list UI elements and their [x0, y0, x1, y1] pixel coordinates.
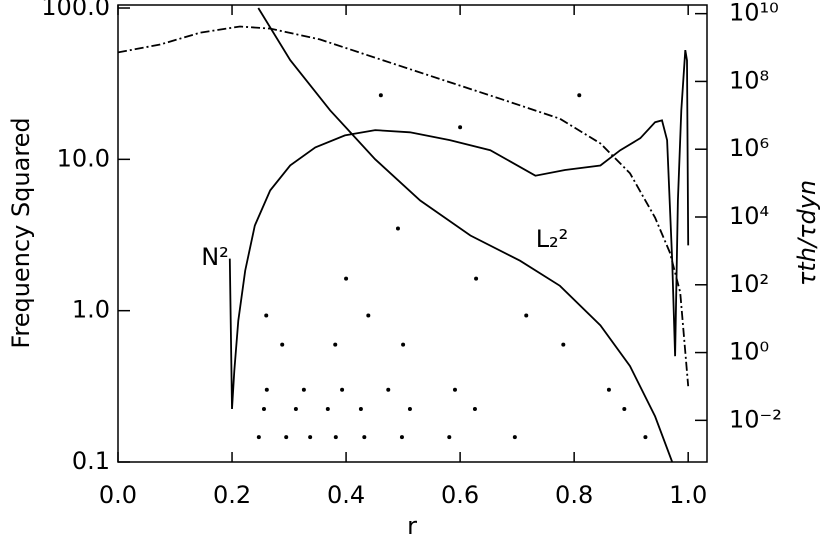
series-line — [228, 49, 690, 410]
plot-area — [118, 7, 690, 462]
plot-frame — [117, 4, 708, 463]
point — [407, 406, 412, 411]
point — [458, 125, 463, 130]
point — [386, 387, 391, 392]
point — [622, 406, 627, 411]
point — [524, 313, 529, 318]
y-tick-label: 100.0 — [41, 0, 110, 21]
point — [284, 435, 289, 440]
y-tick-label: 0.1 — [72, 447, 110, 475]
point — [447, 435, 452, 440]
point — [280, 342, 285, 347]
point — [366, 313, 371, 318]
point — [512, 435, 517, 440]
point — [301, 387, 306, 392]
x-tick-label: 1.0 — [669, 481, 707, 509]
point — [474, 276, 479, 281]
y2-tick-label: 10⁰ — [729, 338, 769, 366]
point — [362, 435, 367, 440]
point — [399, 435, 404, 440]
y2-tick-label: 10⁶ — [729, 134, 769, 162]
point — [325, 406, 330, 411]
x-axis-label: r — [407, 512, 417, 540]
point — [264, 313, 269, 318]
point — [472, 406, 477, 411]
x-tick-label: 0.6 — [441, 481, 479, 509]
annotation: N² — [201, 243, 229, 271]
point — [261, 406, 266, 411]
point — [293, 406, 298, 411]
y-tick-label: 1.0 — [72, 296, 110, 324]
point — [333, 435, 338, 440]
point — [606, 387, 611, 392]
series-line — [257, 7, 674, 462]
annotation: L₂² — [536, 225, 569, 253]
y2-tick-label: 10⁻² — [729, 405, 782, 433]
x-tick-label: 0.8 — [555, 481, 593, 509]
point — [256, 435, 261, 440]
point — [395, 226, 400, 231]
x-tick-label: 0.2 — [213, 481, 251, 509]
point — [358, 406, 363, 411]
series-line — [118, 25, 690, 387]
y2-axis-label: τth/τdyn — [793, 180, 821, 286]
y-tick-label: 10.0 — [57, 144, 110, 172]
point — [577, 93, 582, 98]
x-tick-label: 0.0 — [99, 481, 137, 509]
y2-tick-label: 10⁴ — [729, 202, 769, 230]
y2-tick-label: 10⁸ — [729, 66, 769, 94]
point — [344, 276, 349, 281]
point — [378, 93, 383, 98]
point — [333, 342, 338, 347]
y2-tick-label: 10² — [729, 270, 769, 298]
point — [264, 387, 269, 392]
point — [452, 387, 457, 392]
point — [340, 387, 345, 392]
y-axis-label: Frequency Squared — [7, 117, 35, 348]
x-tick-label: 0.4 — [327, 481, 365, 509]
point — [401, 342, 406, 347]
y2-tick-label: 10¹⁰ — [729, 0, 779, 27]
point — [643, 435, 648, 440]
point — [308, 435, 313, 440]
point — [561, 342, 566, 347]
